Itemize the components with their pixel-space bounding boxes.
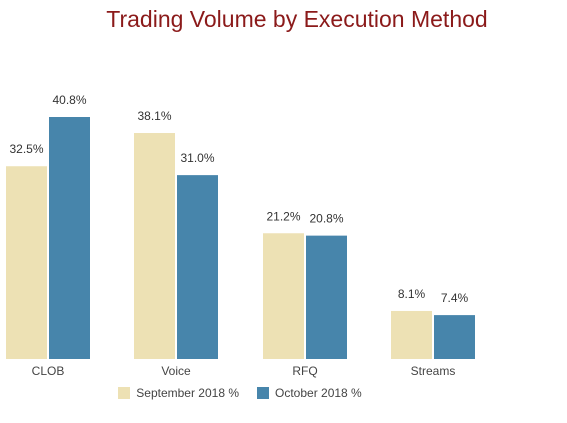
- legend-item-september[interactable]: September 2018 %: [118, 386, 239, 400]
- bar-voice-series-1[interactable]: [177, 175, 218, 359]
- bar-streams-series-0[interactable]: [391, 310, 432, 359]
- bar-rfq-series-0[interactable]: [263, 233, 304, 359]
- data-labels-layer: 32.5% 40.8% 38.1% 31.0% 21.2% 20.8% 8.1% 7.4%: [9, 93, 468, 305]
- data-label-streams-series-0: 8.1%: [398, 287, 426, 301]
- data-label-clob-series-0: 32.5%: [9, 142, 43, 156]
- legend-swatch-october: [257, 387, 269, 399]
- category-label-clob: CLOB: [32, 364, 65, 378]
- legend: September 2018 % October 2018 %: [0, 386, 480, 400]
- category-label-streams: Streams: [411, 364, 456, 378]
- bars-layer: [6, 117, 475, 359]
- category-label-voice: Voice: [161, 364, 191, 378]
- bar-voice-series-0[interactable]: [134, 133, 175, 359]
- data-label-voice-series-1: 31.0%: [180, 151, 214, 165]
- data-label-rfq-series-1: 20.8%: [309, 212, 343, 226]
- category-label-rfq: RFQ: [292, 364, 317, 378]
- category-labels-layer: CLOB Voice RFQ Streams: [32, 364, 456, 378]
- data-label-rfq-series-0: 21.2%: [266, 209, 300, 223]
- data-label-voice-series-0: 38.1%: [137, 109, 171, 123]
- legend-label-october: October 2018 %: [275, 386, 362, 400]
- bar-streams-series-1[interactable]: [434, 315, 475, 359]
- legend-label-september: September 2018 %: [136, 386, 239, 400]
- data-label-clob-series-1: 40.8%: [52, 93, 86, 107]
- bar-clob-series-1[interactable]: [49, 117, 90, 359]
- legend-swatch-september: [118, 387, 131, 399]
- bar-rfq-series-1[interactable]: [306, 235, 347, 359]
- chart-title: Trading Volume by Execution Method: [106, 6, 488, 32]
- bar-clob-series-0[interactable]: [6, 166, 47, 359]
- data-label-streams-series-1: 7.4%: [441, 291, 469, 305]
- legend-item-october[interactable]: October 2018 %: [257, 386, 362, 400]
